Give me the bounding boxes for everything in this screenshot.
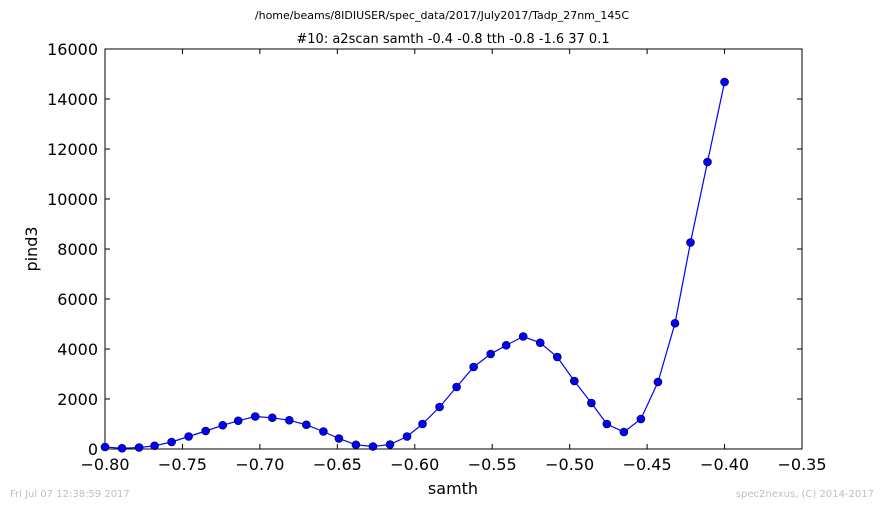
x-tick-label: −0.75 [158,455,207,474]
data-point [418,419,427,429]
data-point [486,349,495,359]
data-point [368,442,378,451]
data-point [385,440,395,449]
x-tick-label: −0.80 [80,455,129,474]
data-point [602,419,612,429]
x-axis-label: samth [428,479,478,498]
y-tick-label: 10000 [47,190,98,209]
data-point [402,432,412,441]
data-point [267,413,277,423]
data-point [233,416,243,426]
data-point [201,426,210,436]
x-tick-label: −0.40 [700,455,749,474]
data-point [619,427,629,437]
data-point [435,402,444,412]
data-point [535,338,545,348]
data-point [285,415,294,425]
y-tick-label: 14000 [47,90,98,109]
y-tick-label: 12000 [47,140,98,159]
footer-credit: spec2nexus, (C) 2014-2017 [735,489,874,500]
data-point [351,440,361,450]
y-tick-label: 4000 [57,340,98,359]
x-tick-label: −0.45 [623,455,672,474]
data-point [501,340,511,350]
x-tick-label: −0.55 [468,455,517,474]
x-axis: −0.80 −0.75 −0.70 −0.65 −0.60 −0.55 −0.50 −0.45… [80,49,827,474]
data-point [150,441,159,451]
x-tick-label: −0.70 [235,455,284,474]
data-point [100,442,110,452]
footer-timestamp: Fri Jul 07 12:38:59 2017 [10,489,130,500]
data-point [250,412,260,421]
x-tick-label: −0.50 [545,455,594,474]
y-axis-label: pind3 [22,226,41,271]
chart-title: #10: a2scan samth -0.4 -0.8 tth -0.8 -1.… [296,32,609,47]
data-point [720,77,729,87]
data-point [570,376,579,386]
data-point [552,352,562,362]
data-point [636,414,646,424]
series-line [104,81,726,449]
data-point [302,420,311,430]
data-point [670,318,680,328]
y-tick-label: 6000 [57,290,98,309]
y-tick-label: 8000 [57,240,98,259]
y-axis: 0 2000 4000 6000 8000 10000 12000 14000 16000 [47,40,802,459]
x-tick-label: −0.60 [390,455,439,474]
data-point [167,437,176,447]
data-point [452,382,461,392]
data-point [134,443,144,452]
data-point [184,432,193,441]
data-point [469,362,478,372]
data-point [117,443,127,453]
y-tick-label: 2000 [57,390,98,409]
data-point [218,420,228,430]
x-tick-label: −0.65 [313,455,362,474]
series-layer [100,77,729,453]
data-point [703,157,712,167]
y-tick-label: 0 [88,440,98,459]
x-tick-label: −0.35 [777,455,826,474]
data-point [686,238,695,247]
data-point [319,427,328,436]
y-tick-label: 16000 [47,40,98,59]
figure-suptitle: /home/beams/8IDIUSER/spec_data/2017/July… [254,9,630,22]
data-point [587,398,596,408]
data-point [518,332,528,341]
data-point [653,377,663,387]
data-point [334,434,344,443]
